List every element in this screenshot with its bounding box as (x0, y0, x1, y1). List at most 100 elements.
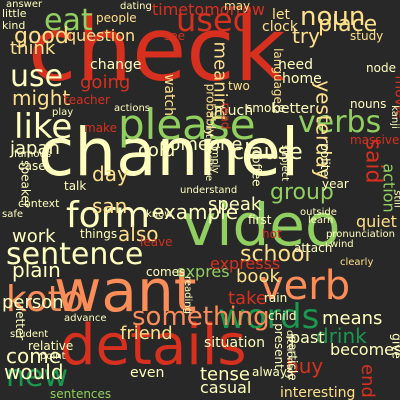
word-verbs: verbs (298, 105, 382, 140)
word-relative: relative (28, 339, 74, 353)
word-going: going (80, 72, 131, 93)
word-clause: clause (232, 140, 303, 165)
word-answer: answer (6, 0, 43, 10)
word-outside: outside (300, 207, 337, 218)
word-details: details (60, 313, 247, 378)
word-node: node (366, 61, 396, 75)
word-simply: simply (209, 140, 221, 174)
word-becomes: becomes (330, 340, 400, 359)
word-point: point (40, 351, 66, 362)
word-dictionary: dictionary (283, 330, 295, 380)
word-speak: speak (208, 194, 262, 215)
word-change: change (90, 57, 142, 73)
word-nouns: nouns (350, 97, 387, 111)
word-drink: drink (316, 324, 367, 348)
word-san: san (92, 194, 128, 218)
word-past: past (290, 328, 325, 347)
word-know: know (146, 209, 173, 220)
word-words: words (218, 297, 320, 337)
word-learn: learn (308, 215, 334, 226)
word-give: give (389, 333, 400, 359)
word-may: may (224, 0, 251, 13)
word-cold: cold (138, 140, 176, 161)
word-much: much (214, 103, 254, 119)
word-safe: safe (2, 209, 24, 220)
word-comes: comes (146, 265, 186, 279)
word-example: example (152, 200, 239, 224)
word-want: want (54, 257, 197, 325)
word-coffee: coffee (249, 149, 264, 187)
word-case: case (18, 159, 46, 173)
word-try: try (292, 24, 320, 48)
word-interesting: interesting (280, 385, 356, 400)
word-might: might (12, 86, 71, 110)
word-even: even (130, 365, 165, 381)
word-means: means (322, 308, 383, 329)
word-pronunciation: pronunciation (326, 229, 395, 240)
word-koto: koto (6, 279, 84, 320)
word-day: day (92, 162, 129, 186)
word-child: child (268, 309, 297, 323)
word-clock: clock (262, 19, 298, 35)
word-please: please (118, 100, 256, 149)
word-expresss: expresss (210, 254, 281, 273)
word-need: need (278, 57, 313, 73)
word-person: person (2, 292, 64, 313)
word-year: year (322, 177, 349, 191)
word-context: context (18, 197, 60, 210)
word-famous: famous (14, 149, 52, 160)
word-talk: talk (64, 179, 87, 193)
word-expres: expres (176, 262, 230, 281)
word-teacher: teacher (64, 93, 110, 107)
word-leave: leave (140, 235, 173, 249)
word-work: work (12, 226, 56, 247)
word-friend: friend (120, 323, 173, 344)
word-kind: kind (2, 19, 26, 32)
word-channel: channel (38, 114, 300, 191)
word-let: let (272, 7, 290, 23)
word-used: used (176, 1, 253, 39)
word-sentence: sentence (6, 237, 144, 272)
word-subject: subject (279, 144, 291, 182)
word-video: video (182, 191, 341, 259)
word-good: good (14, 24, 69, 49)
word-come: come (6, 344, 62, 368)
word-two: two (228, 79, 250, 93)
word-kanji: kanji (388, 105, 400, 129)
word-timetomorrow: timetomorrow (152, 0, 265, 19)
word-japan: japan (10, 138, 60, 159)
word-place: place (318, 12, 378, 37)
word-casual: casual (200, 378, 252, 397)
word-first: first (248, 213, 272, 227)
word-clearly: clearly (340, 257, 374, 268)
word-reading: reading (181, 276, 193, 314)
word-take: take (228, 288, 267, 309)
word-school: school (240, 242, 311, 267)
word-eat: eat (44, 3, 93, 38)
word-rain: rain (264, 291, 288, 305)
word-end: end (356, 364, 378, 398)
word-study: study (350, 29, 384, 43)
word-check: check (28, 0, 286, 101)
word-dating: dating (120, 1, 152, 12)
word-someone: someone (160, 134, 243, 155)
word-understand: understand (180, 185, 238, 196)
word-quiet: quiet (356, 212, 397, 231)
word-use: use (10, 59, 64, 94)
word-form: form (66, 195, 150, 236)
word-attach: attach (294, 241, 333, 255)
word-situation: situation (204, 335, 265, 351)
word-like: like (14, 107, 73, 147)
word-smoke: smoke (246, 101, 286, 115)
word-something: something (132, 302, 270, 332)
word-things: things (80, 227, 118, 241)
word-people: people (96, 11, 137, 25)
word-also: also (118, 222, 159, 246)
word-verb: verb (260, 263, 351, 309)
word-student: student (10, 329, 49, 340)
word-little: little (2, 7, 27, 20)
word-always: always (252, 365, 294, 379)
word-see: see (164, 29, 186, 43)
word-still: still (391, 190, 400, 208)
